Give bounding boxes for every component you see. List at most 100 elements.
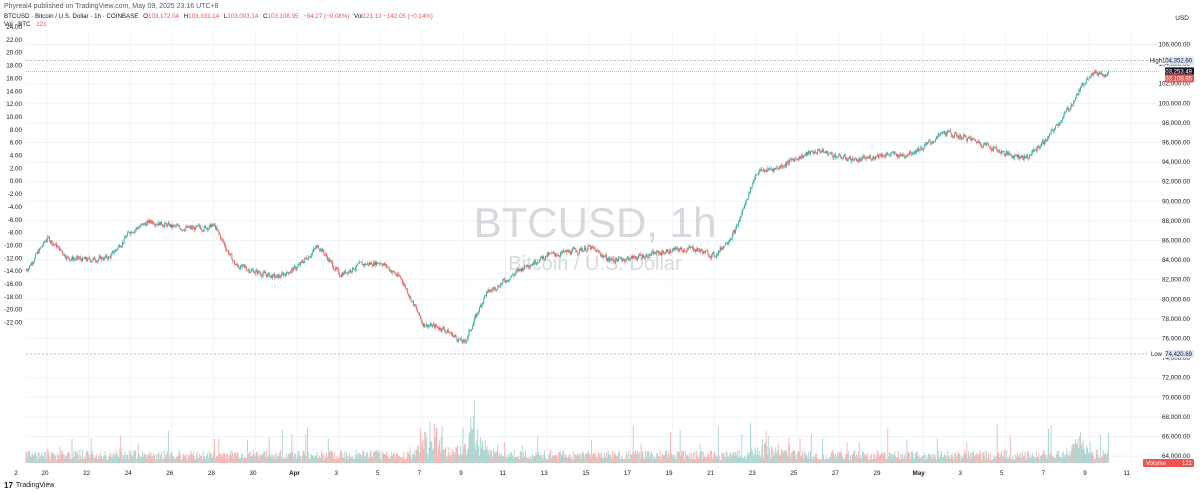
volume-bar (409, 447, 411, 463)
volume-bar (649, 457, 651, 463)
candle (246, 266, 248, 272)
volume-bar (422, 439, 424, 463)
symbol-legend[interactable]: BTCUSD · Bitcoin / U.S. Dollar · 1h · CO… (4, 13, 433, 20)
candle (410, 296, 412, 303)
candle (559, 252, 561, 259)
volume-bar (1044, 454, 1046, 463)
volume-bar (201, 459, 203, 463)
candle (725, 242, 727, 244)
candle (676, 247, 678, 250)
volume-bar (132, 457, 134, 463)
volume-bar (122, 455, 124, 463)
volume-bar (115, 450, 117, 463)
volume-bar (782, 450, 784, 463)
volume-bar (974, 456, 976, 463)
volume-bar (400, 456, 402, 463)
volume-bar (723, 452, 725, 463)
candle (426, 324, 428, 330)
candle (844, 152, 846, 160)
volume-bar (927, 457, 929, 463)
volume-bar (571, 459, 573, 463)
candle (709, 254, 711, 259)
volume-bar (791, 451, 793, 463)
currency-label[interactable]: USD (1175, 15, 1189, 22)
candle (422, 321, 424, 327)
candle (1068, 109, 1070, 113)
volume-bar (317, 458, 319, 463)
candle (774, 167, 776, 171)
volume-legend[interactable]: Vol · BTC 121 (4, 21, 47, 28)
volume-bar (569, 453, 571, 463)
volume-bar (750, 422, 751, 463)
volume-bar (1101, 457, 1102, 463)
candle (237, 264, 239, 268)
volume-bar (169, 454, 171, 463)
time-axis[interactable]: 2 20 22 24 26 28 30 Apr 3 5 7 9 11 13 15 17 19 21 23 25 27 29… (14, 470, 1130, 477)
candle (1092, 72, 1094, 76)
candle (753, 178, 755, 184)
candle (563, 248, 565, 253)
candle (883, 154, 885, 160)
volume-bar (457, 445, 459, 463)
candle (134, 230, 135, 235)
volume-bar (644, 458, 645, 463)
candle (412, 300, 413, 303)
volume-bar (360, 454, 361, 463)
volume-bar (259, 455, 261, 463)
candle (784, 161, 786, 169)
volume-bar (321, 454, 323, 463)
left-axis-tick: -18.00 (4, 294, 22, 301)
candle (800, 156, 802, 160)
volume-bar (472, 416, 474, 463)
volume-bar (833, 453, 835, 463)
volume-bar (774, 453, 776, 463)
candle (868, 155, 870, 160)
volume-bar (127, 454, 129, 463)
candle (208, 227, 209, 232)
volume-bar (340, 450, 342, 463)
candle (274, 274, 276, 280)
volume-bar (645, 458, 647, 463)
volume-bar (249, 451, 251, 463)
candle (661, 250, 663, 257)
volume-bar (446, 456, 447, 463)
volume-bar (703, 451, 705, 463)
time-axis-tick: 7 (1042, 470, 1046, 477)
candle (1022, 155, 1023, 161)
candle (908, 153, 910, 156)
volume-bar (266, 450, 268, 463)
volume-bar (507, 453, 509, 463)
volume-bar (365, 456, 367, 463)
volume-bar (548, 454, 550, 463)
volume-bar (92, 451, 94, 463)
volume-bar (88, 457, 90, 463)
volume-bar (858, 441, 860, 463)
candle (682, 250, 684, 254)
volume-bar (892, 453, 894, 463)
volume-bar (98, 454, 100, 463)
candle (165, 221, 167, 224)
candle (733, 229, 735, 234)
volume-bar (25, 451, 27, 463)
candle (426, 321, 427, 328)
candle (568, 249, 570, 253)
tradingview-brand[interactable]: 17 TradingView (4, 481, 54, 490)
candle (62, 253, 64, 256)
candle (29, 263, 31, 267)
candle (56, 244, 58, 248)
volume-bar (125, 459, 127, 463)
candle (1048, 133, 1050, 139)
volume-bar (772, 456, 774, 463)
volume-bar (853, 450, 855, 463)
candle (1041, 138, 1043, 146)
candle (620, 256, 622, 261)
volume-bar (582, 451, 584, 463)
volume-bar (666, 452, 668, 463)
candle (25, 268, 27, 271)
volume-bar (210, 452, 212, 463)
volume-bar (704, 457, 706, 463)
candle (790, 157, 792, 162)
candle (53, 241, 55, 247)
symbol-description[interactable]: BTCUSD · Bitcoin / U.S. Dollar · 1h · CO… (4, 13, 139, 20)
